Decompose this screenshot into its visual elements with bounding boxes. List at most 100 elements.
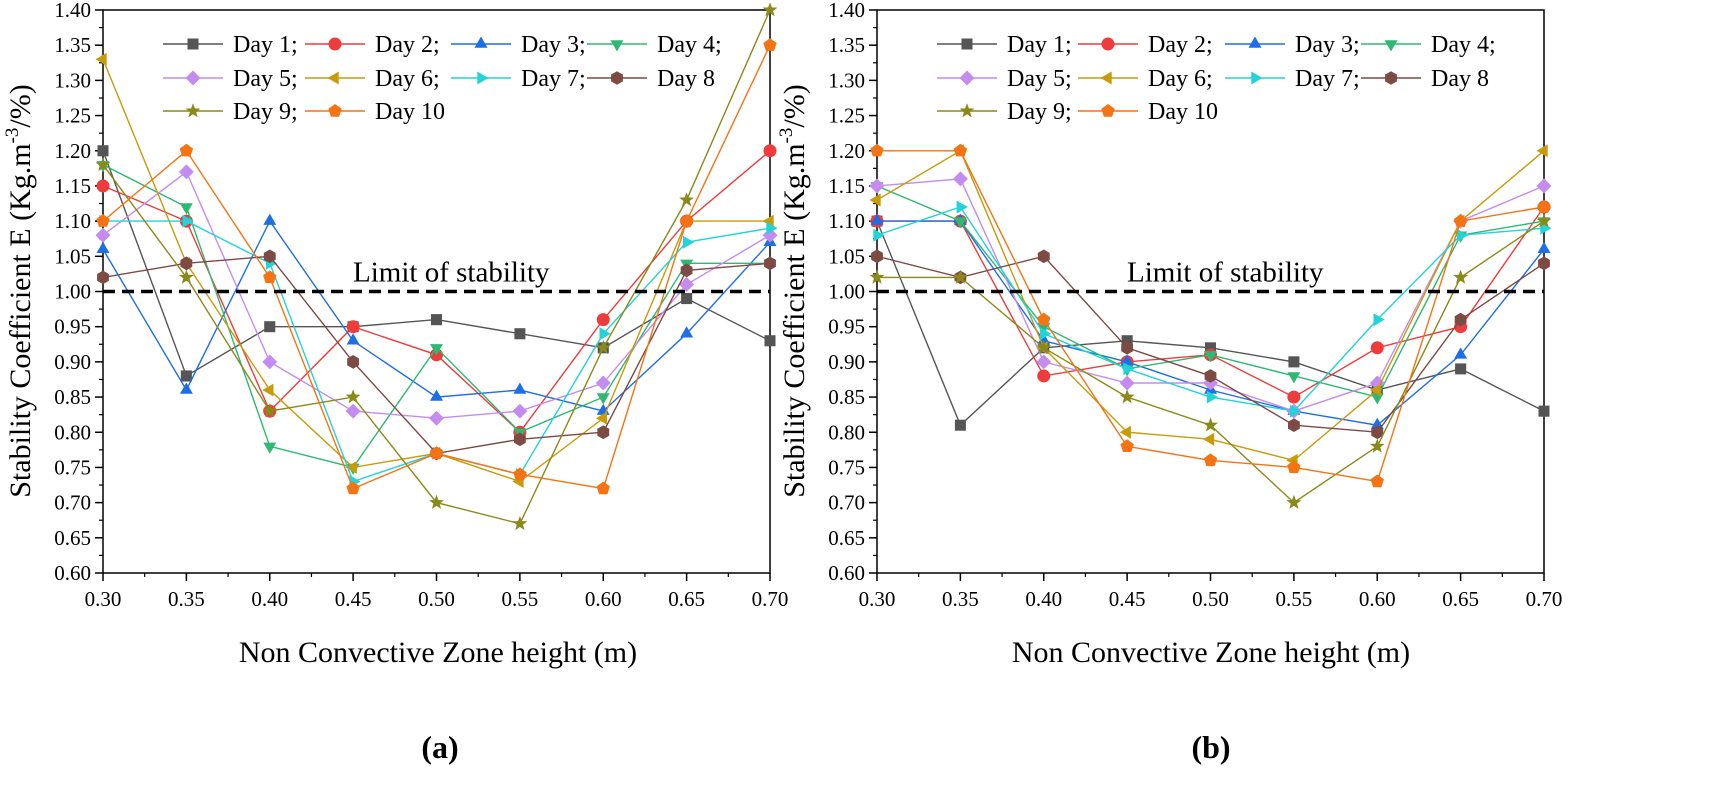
data-point — [95, 157, 111, 172]
data-point — [1119, 389, 1135, 404]
data-point — [1456, 228, 1469, 242]
data-point — [1287, 390, 1301, 404]
y-tick-label: 1.00 — [54, 280, 91, 304]
x-tick-label: 0.70 — [752, 587, 789, 611]
legend-item-day-6: Day 6; — [1078, 66, 1213, 92]
y-tick-label: 1.30 — [54, 68, 91, 92]
legend-item-day-5: Day 5; — [937, 66, 1072, 92]
data-point — [1454, 312, 1467, 327]
data-point — [96, 179, 110, 193]
data-point — [764, 335, 776, 347]
legend-item-day-8: Day 8 — [1361, 66, 1489, 92]
data-point — [180, 256, 193, 271]
data-point — [96, 214, 110, 227]
data-point — [1119, 375, 1135, 391]
y-tick-label: 0.95 — [54, 315, 91, 339]
data-point — [1538, 405, 1550, 417]
data-point — [763, 144, 777, 158]
data-point — [1037, 312, 1051, 326]
data-point — [869, 178, 885, 194]
y-tick-label: 0.70 — [54, 491, 91, 515]
data-point — [599, 327, 611, 341]
legend-item-day-7: Day 7; — [451, 66, 586, 92]
legend-label: Day 2; — [1148, 32, 1213, 58]
data-point — [682, 235, 695, 249]
data-point — [1537, 241, 1551, 253]
series-line — [102, 170, 771, 419]
data-point — [595, 375, 611, 391]
legend-label: Day 9; — [1007, 99, 1072, 125]
legend-marker — [1101, 104, 1115, 117]
data-point — [514, 432, 526, 447]
panel-label: (b) — [1191, 729, 1230, 765]
data-point — [1119, 425, 1131, 439]
data-point — [430, 344, 443, 356]
legend-label: Day 6; — [375, 66, 440, 92]
y-tick-label: 1.05 — [828, 244, 865, 268]
data-point — [513, 467, 527, 481]
legend-marker — [185, 103, 201, 118]
legend-item-day-2: Day 2; — [1078, 32, 1213, 58]
legend-item-day-10: Day 10 — [1078, 99, 1218, 125]
data-point — [97, 145, 109, 157]
legend-label: Day 10 — [1148, 99, 1218, 125]
legend-label: Day 8 — [1431, 66, 1489, 92]
y-tick-label: 1.35 — [54, 33, 91, 57]
x-tick-label: 0.45 — [1109, 587, 1146, 611]
data-point — [1287, 372, 1301, 384]
y-tick-label: 1.25 — [828, 104, 865, 128]
series-day-7 — [873, 200, 1552, 418]
panel-label: (a) — [421, 729, 458, 765]
data-point — [597, 425, 610, 440]
data-point — [262, 403, 278, 418]
series-day-6 — [869, 144, 1548, 467]
y-axis-title: Stability Coefficient E (Kg.m-3/%) — [776, 84, 811, 498]
legend-marker — [328, 104, 342, 117]
legend-marker — [961, 38, 973, 50]
legend-marker — [959, 70, 975, 86]
legend-label: Day 3; — [1295, 32, 1360, 58]
x-axis-title: Non Convective Zone height (m) — [239, 636, 637, 669]
y-tick-label: 0.75 — [54, 455, 91, 479]
y-tick-label: 0.70 — [828, 491, 865, 515]
data-point — [953, 217, 967, 229]
data-point — [1290, 404, 1302, 418]
legend-marker — [1101, 37, 1115, 51]
series-day-3 — [96, 213, 777, 415]
x-tick-label: 0.55 — [502, 587, 539, 611]
y-tick-label: 0.80 — [828, 420, 865, 444]
data-point — [430, 389, 443, 401]
data-point — [680, 263, 693, 278]
legend-marker — [1100, 71, 1112, 85]
data-point — [262, 383, 274, 397]
y-tick-label: 1.05 — [54, 244, 91, 268]
data-point — [182, 214, 194, 228]
y-tick-label: 1.00 — [828, 280, 865, 304]
legend-item-day-2: Day 2; — [305, 32, 440, 58]
data-point — [954, 419, 966, 431]
data-point — [680, 326, 694, 338]
legend-label: Day 10 — [375, 99, 445, 125]
data-point — [681, 293, 693, 305]
x-tick-label: 0.40 — [1025, 587, 1062, 611]
data-point — [429, 446, 444, 459]
x-tick-label: 0.40 — [251, 587, 288, 611]
data-point — [953, 143, 968, 157]
data-point — [96, 241, 110, 253]
data-point — [97, 270, 109, 285]
data-point — [1288, 418, 1300, 432]
data-point — [1369, 383, 1381, 397]
legend-item-day-3: Day 3; — [1225, 32, 1360, 58]
data-point — [763, 38, 777, 51]
data-point — [180, 370, 192, 382]
data-point — [1370, 341, 1384, 355]
legend-label: Day 5; — [233, 66, 298, 92]
data-point — [595, 411, 607, 425]
data-point — [762, 2, 778, 17]
x-tick-label: 0.65 — [1442, 587, 1479, 611]
data-point — [514, 328, 526, 340]
data-point — [870, 213, 884, 225]
legend-marker — [959, 103, 975, 118]
legend-marker — [185, 70, 201, 86]
